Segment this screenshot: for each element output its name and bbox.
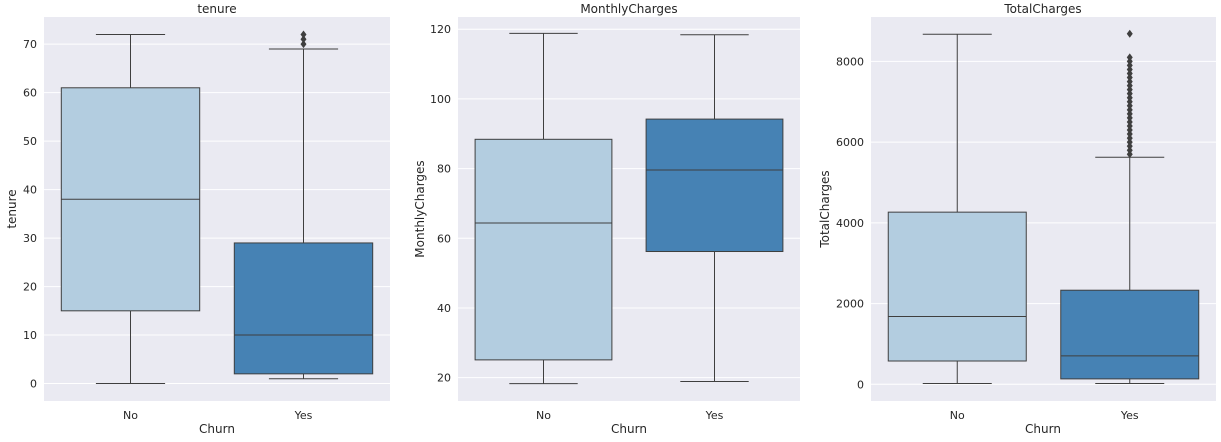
outlier-point [1126, 65, 1133, 74]
outlier-point [1126, 126, 1133, 135]
y-tick-label: 20 [437, 372, 451, 385]
outlier-point [1126, 61, 1133, 70]
x-tick-label: Yes [705, 409, 724, 422]
chart-title: tenure [197, 2, 236, 16]
y-ticks: 20 40 60 80 100 120 [430, 23, 451, 384]
chart-title: MonthlyCharges [580, 2, 677, 16]
outlier-point [1126, 138, 1133, 147]
y-tick-label: 4000 [836, 217, 864, 230]
outlier-point [1126, 57, 1133, 66]
box-no [887, 211, 1027, 362]
y-axis-label: MonthlyCharges [413, 160, 427, 257]
y-tick-label: 20 [23, 281, 37, 294]
x-tick-label: No [123, 409, 138, 422]
x-axis-label: Churn [611, 422, 647, 436]
y-tick-label: 100 [430, 93, 451, 106]
y-ticks: 0 10 20 30 40 50 60 70 [23, 38, 37, 390]
x-axis-label: Churn [1025, 422, 1061, 436]
boxes [60, 30, 374, 385]
x-tick-label: No [536, 409, 551, 422]
box-yes [1060, 289, 1200, 380]
y-tick-label: 60 [23, 87, 37, 100]
y-tick-label: 10 [23, 329, 37, 342]
outlier-point [1126, 130, 1133, 139]
outlier-point [1126, 134, 1133, 143]
x-ticks: No Yes [950, 409, 1139, 422]
subplot-totalcharges: 0 2000 4000 6000 8000 No Yes TotalCharges Chu… [818, 2, 1216, 436]
y-tick-label: 40 [437, 302, 451, 315]
y-tick-label: 80 [437, 163, 451, 176]
outlier-point [1126, 53, 1133, 62]
outlier-point [1126, 69, 1133, 78]
y-tick-label: 6000 [836, 136, 864, 149]
x-ticks: No Yes [123, 409, 313, 422]
y-tick-label: 120 [430, 23, 451, 36]
outlier-point [1126, 117, 1133, 126]
outlier-point [300, 30, 307, 39]
outlier-point [1126, 142, 1133, 151]
outlier-point [1126, 85, 1133, 94]
y-tick-label: 50 [23, 135, 37, 148]
x-tick-label: Yes [294, 409, 313, 422]
outlier-point [1126, 109, 1133, 118]
outlier-point [1126, 97, 1133, 106]
box-no [474, 138, 613, 361]
y-tick-label: 0 [30, 378, 37, 391]
outlier-point [1126, 121, 1133, 130]
outlier-point [300, 40, 307, 49]
y-tick-label: 0 [857, 378, 864, 391]
y-tick-label: 60 [437, 232, 451, 245]
x-tick-label: Yes [1120, 409, 1139, 422]
outlier-point [1126, 113, 1133, 122]
x-ticks: No Yes [536, 409, 724, 422]
box-yes [233, 242, 374, 375]
box-yes [645, 118, 784, 253]
chart-title: TotalCharges [1003, 2, 1081, 16]
subplot-tenure: 0 10 20 30 40 50 60 70 No Yes tenure Churn tenur… [5, 2, 390, 436]
subplot-monthlycharges: 20 40 60 80 100 120 No Yes MonthlyCharges Chur… [413, 2, 800, 436]
y-axis-label: tenure [5, 189, 19, 228]
outlier-point [1126, 77, 1133, 86]
y-ticks: 0 2000 4000 6000 8000 [836, 55, 864, 391]
outlier-point [1126, 101, 1133, 110]
outlier-point [300, 35, 307, 44]
outlier-point [1126, 89, 1133, 98]
y-tick-label: 70 [23, 38, 37, 51]
boxes [887, 29, 1200, 385]
y-tick-label: 2000 [836, 298, 864, 311]
x-tick-label: No [950, 409, 965, 422]
boxes [474, 32, 784, 385]
outlier-point [1126, 105, 1133, 114]
outlier-point [1126, 81, 1133, 90]
x-axis-label: Churn [199, 422, 235, 436]
outlier-point [1126, 146, 1133, 155]
outlier-point [1126, 93, 1133, 102]
y-tick-label: 40 [23, 184, 37, 197]
y-tick-label: 8000 [836, 55, 864, 68]
outlier-point [1126, 29, 1133, 38]
outlier-point [1126, 73, 1133, 82]
y-axis-label: TotalCharges [818, 170, 832, 248]
y-tick-label: 30 [23, 232, 37, 245]
outlier-point [1126, 150, 1133, 159]
